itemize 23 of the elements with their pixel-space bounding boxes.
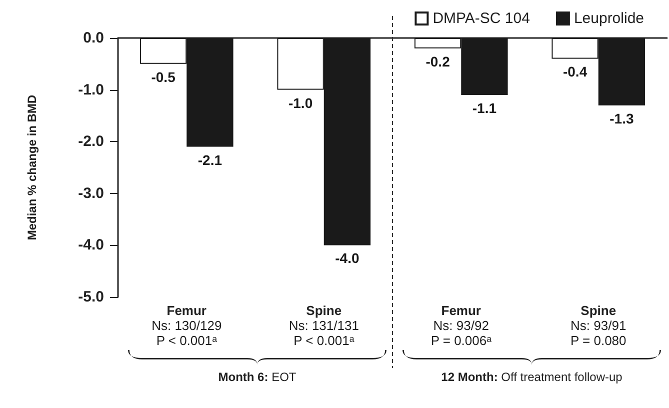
y-tick-label: -5.0 <box>78 288 104 306</box>
legend-label: Leuprolide <box>574 10 644 27</box>
x-tick-label: Femur Ns: 130/129 P < 0.001ᵃ <box>152 303 222 348</box>
text: Month 6: EOT <box>218 370 296 384</box>
y-tick-label: -1.0 <box>78 81 104 98</box>
y-tick-label: -3.0 <box>78 184 104 202</box>
data-label: -1.3 <box>610 110 634 126</box>
x-tick-label: Femur Ns: 93/92 P = 0.006ᵃ <box>430 303 492 348</box>
data-label: -4.0 <box>335 250 360 266</box>
y-tick-label: 0.0 <box>83 30 104 46</box>
data-label: -0.4 <box>562 64 588 80</box>
x-tick-label: Spine Ns: 93/91 P = 0.080 <box>570 303 626 348</box>
x-tick-label: Spine Ns: 131/131 P < 0.001ᵃ <box>288 303 359 348</box>
data-label: -1.1 <box>472 100 497 116</box>
data-label: -1.0 <box>288 94 313 111</box>
data-label: -0.5 <box>151 68 176 85</box>
y-tick-label: -2.0 <box>78 133 104 150</box>
text: 12 Month: Off treatment follow-up <box>441 370 622 384</box>
legend-label: DMPA-SC 104 <box>432 10 530 27</box>
data-label: -0.2 <box>426 53 450 70</box>
y-tick-label: -4.0 <box>78 236 104 254</box>
data-label: -2.1 <box>198 152 222 168</box>
y-axis-title: Median % change in BMD <box>25 94 39 240</box>
